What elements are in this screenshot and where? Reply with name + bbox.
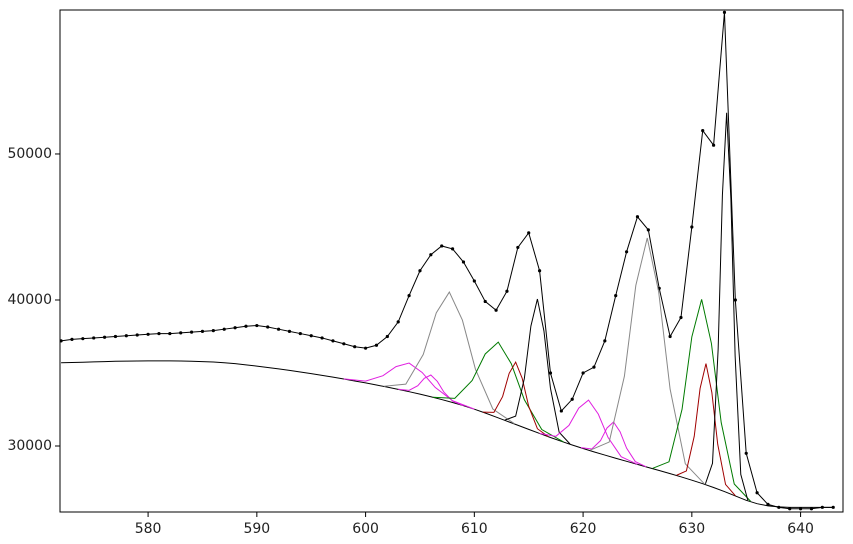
- data-point: [113, 334, 118, 339]
- data-point: [592, 365, 596, 369]
- data-point: [189, 330, 194, 334]
- x-tick-label: 600: [352, 521, 379, 537]
- x-tick-label: 630: [678, 521, 705, 537]
- series-line: [652, 299, 751, 502]
- data-point: [798, 507, 803, 511]
- series-line: [504, 298, 571, 445]
- series-line: [432, 341, 564, 443]
- data-point: [255, 323, 259, 328]
- data-point: [418, 269, 422, 273]
- data-point: [548, 371, 553, 375]
- x-tick-label: 610: [461, 521, 488, 537]
- data-point: [233, 326, 237, 330]
- data-point: [179, 331, 183, 335]
- data-point: [559, 409, 563, 413]
- data-point: [222, 327, 226, 331]
- data-point: [733, 298, 737, 302]
- data-point: [60, 339, 63, 343]
- data-point: [211, 329, 215, 333]
- data-point: [581, 371, 585, 375]
- data-point: [755, 491, 759, 495]
- data-point: [668, 334, 672, 339]
- data-point: [331, 339, 335, 343]
- data-point: [70, 337, 74, 342]
- data-point: [309, 334, 313, 338]
- data-point: [701, 129, 705, 133]
- data-point: [472, 279, 476, 283]
- data-point: [407, 294, 411, 298]
- x-tick-label: 640: [787, 521, 814, 537]
- x-tick-label: 590: [243, 521, 270, 537]
- data-point: [298, 331, 302, 336]
- series-line: [384, 291, 515, 425]
- data-point: [744, 451, 748, 455]
- plot-frame: [59, 9, 844, 513]
- series-line: [343, 362, 475, 410]
- data-point: [690, 225, 694, 229]
- data-point: [135, 333, 139, 337]
- data-point: [809, 507, 814, 511]
- series-line: [61, 360, 834, 508]
- x-tick-label: 580: [135, 521, 162, 537]
- data-point: [146, 332, 150, 336]
- data-point: [603, 339, 607, 343]
- data-point: [396, 320, 400, 324]
- series-line: [676, 363, 736, 497]
- data-point: [92, 336, 96, 340]
- data-point: [537, 269, 542, 273]
- data-point: [244, 324, 248, 328]
- data-point: [157, 331, 161, 336]
- y-tick-label: 30000: [7, 438, 52, 454]
- series-line: [483, 360, 549, 438]
- data-point: [124, 334, 128, 338]
- x-tick-label: 620: [570, 521, 597, 537]
- data-point: [266, 325, 270, 329]
- data-point: [287, 329, 292, 333]
- data-point: [722, 10, 727, 14]
- data-point: [200, 329, 205, 333]
- data-point: [494, 308, 498, 312]
- data-point: [461, 260, 466, 264]
- data-point: [646, 228, 650, 232]
- data-point: [342, 342, 346, 346]
- data-point: [429, 253, 433, 257]
- data-point: [570, 397, 574, 401]
- data-point: [711, 143, 716, 147]
- data-point: [788, 507, 792, 511]
- data-point: [614, 294, 618, 298]
- data-point: [516, 245, 520, 250]
- series-line: [704, 112, 749, 501]
- data-point: [505, 289, 509, 293]
- data-point: [440, 244, 444, 248]
- data-point: [385, 334, 389, 339]
- data-point: [635, 215, 640, 219]
- series-line: [539, 399, 638, 465]
- data-point: [353, 345, 357, 349]
- data-point: [831, 505, 835, 509]
- y-tick-label: 50000: [7, 146, 52, 162]
- series-line: [61, 12, 834, 510]
- data-point: [81, 337, 85, 341]
- data-point: [168, 331, 172, 336]
- series-line: [589, 237, 705, 485]
- data-point: [624, 250, 629, 254]
- data-point: [374, 343, 379, 347]
- data-point: [450, 247, 455, 251]
- data-point: [527, 231, 531, 235]
- y-tick-label: 40000: [7, 292, 52, 308]
- data-point: [276, 327, 281, 331]
- data-point: [102, 335, 107, 339]
- data-point: [320, 336, 324, 340]
- data-point: [679, 315, 683, 320]
- data-point: [483, 299, 487, 304]
- data-point: [363, 346, 368, 350]
